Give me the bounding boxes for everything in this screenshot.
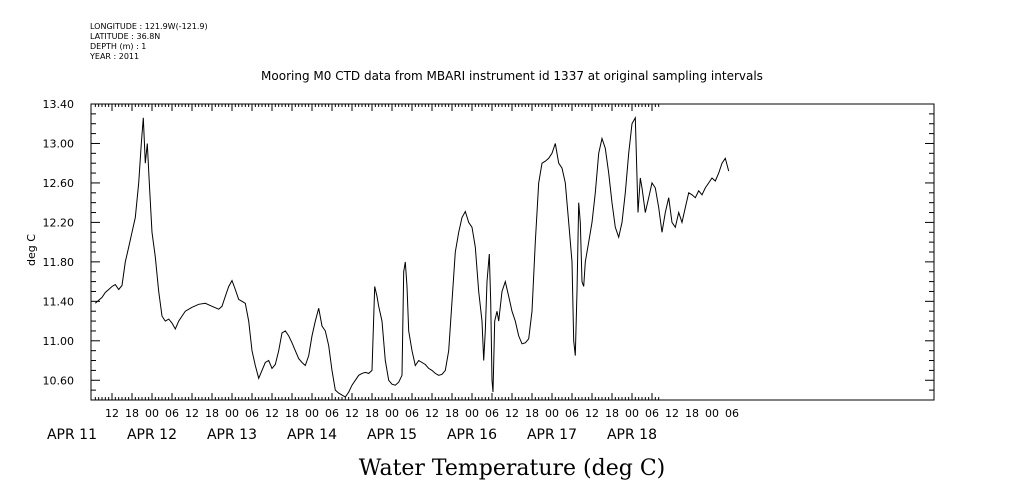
x-tick-label: 12 (345, 407, 359, 420)
x-tick-label: 06 (485, 407, 499, 420)
y-axis: 13.40 13.00 12.60 12.20 11.80 11.40 11.00 10.60 (43, 98, 934, 401)
x-tick-label: 18 (605, 407, 619, 420)
x-tick-label: 18 (285, 407, 299, 420)
x-tick-label: 00 (385, 407, 399, 420)
x-tick-label: 06 (325, 407, 339, 420)
x-tick-label: 12 (665, 407, 679, 420)
x-tick-label: 12 (185, 407, 199, 420)
x-tick-label: 06 (725, 407, 739, 420)
x-tick-label: 18 (125, 407, 139, 420)
x-day-label: APR 13 (207, 427, 257, 443)
y-tick-label: 13.00 (43, 137, 75, 150)
x-tick-label: 06 (165, 407, 179, 420)
x-tick-label: 18 (205, 407, 219, 420)
x-tick-label: 06 (565, 407, 579, 420)
x-tick-label: 18 (685, 407, 699, 420)
x-tick-label: 12 (505, 407, 519, 420)
y-tick-label: 10.60 (43, 374, 75, 387)
x-axis: 12 18 00 06 12 18 00 06 12 18 00 06 12 18 00 06 12 18 00 06… (47, 104, 739, 443)
x-tick-label: 00 (145, 407, 159, 420)
chart-title: Mooring M0 CTD data from MBARI instrumen… (261, 69, 763, 83)
x-tick-label: 18 (525, 407, 539, 420)
metadata-block: LONGITUDE : 121.9W(-121.9) LATITUDE : 36… (90, 22, 208, 62)
year-text: YEAR : 2011 (90, 52, 140, 61)
x-day-label: APR 16 (447, 427, 497, 443)
y-axis-label: deg C (25, 234, 38, 266)
x-day-label: APR 15 (367, 427, 417, 443)
y-tick-label: 11.40 (43, 295, 75, 308)
x-tick-label: 00 (465, 407, 479, 420)
x-day-label: APR 17 (527, 427, 577, 443)
x-day-label: APR 11 (47, 427, 97, 443)
x-tick-label: 00 (305, 407, 319, 420)
x-tick-label: 00 (705, 407, 719, 420)
x-tick-label: 00 (545, 407, 559, 420)
x-tick-label: 12 (425, 407, 439, 420)
temperature-series-line (94, 115, 730, 398)
x-tick-label: 18 (445, 407, 459, 420)
x-tick-label: 00 (625, 407, 639, 420)
longitude-text: LONGITUDE : 121.9W(-121.9) (90, 22, 208, 31)
x-tick-label: 12 (105, 407, 119, 420)
x-tick-label: 12 (585, 407, 599, 420)
x-tick-label: 06 (405, 407, 419, 420)
x-day-label: APR 14 (287, 427, 337, 443)
x-tick-label: 00 (225, 407, 239, 420)
depth-text: DEPTH (m) : 1 (90, 42, 147, 51)
y-tick-label: 13.40 (43, 98, 75, 111)
x-tick-label: 06 (645, 407, 659, 420)
y-tick-label: 12.20 (43, 216, 75, 229)
x-tick-label: 06 (245, 407, 259, 420)
latitude-text: LATITUDE : 36.8N (90, 32, 161, 41)
y-tick-label: 11.80 (43, 256, 75, 269)
y-tick-label: 12.60 (43, 177, 75, 190)
x-axis-label: Water Temperature (deg C) (359, 456, 666, 481)
x-day-label: APR 12 (127, 427, 177, 443)
y-tick-label: 11.00 (43, 335, 75, 348)
plot-frame (90, 103, 935, 401)
x-tick-label: 18 (365, 407, 379, 420)
x-day-label: APR 18 (607, 427, 657, 443)
x-tick-label: 12 (265, 407, 279, 420)
